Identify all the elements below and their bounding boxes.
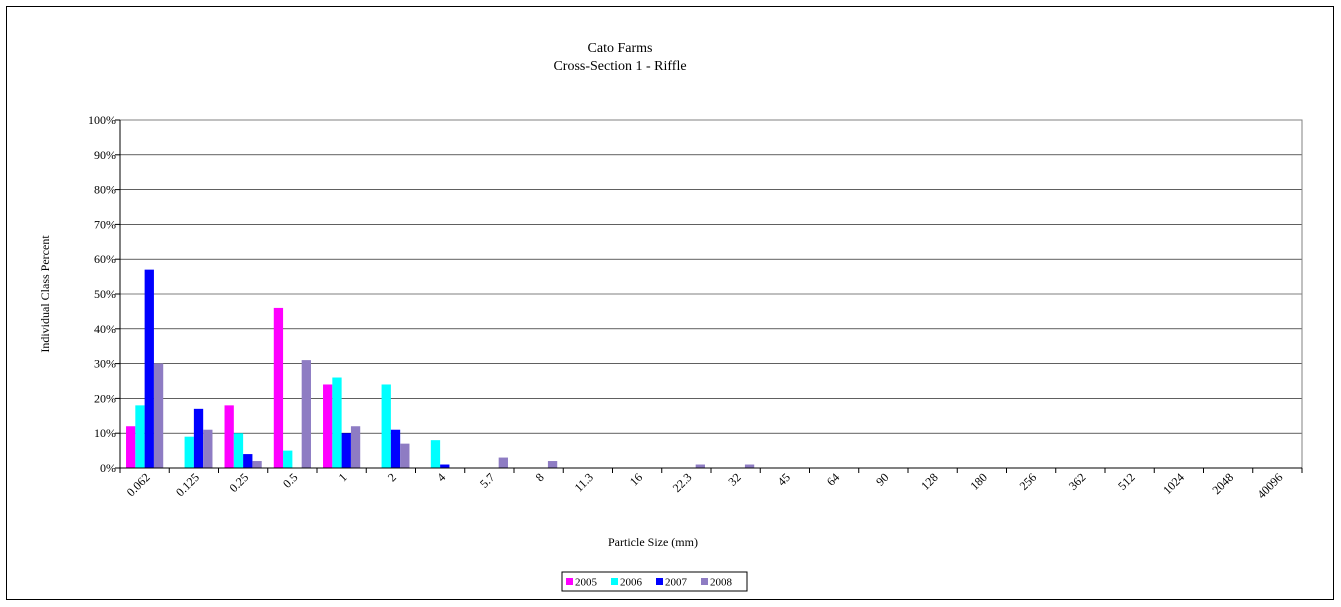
y-tick-label: 40% (94, 322, 116, 336)
bar-2008-5.7 (498, 457, 508, 468)
y-tick-label: 30% (94, 357, 116, 371)
x-tick-label: 45 (775, 470, 793, 488)
y-tick-label: 80% (94, 183, 116, 197)
y-tick-label: 50% (94, 287, 116, 301)
x-tick-label: 32 (725, 470, 743, 488)
x-tick-label: 1 (336, 470, 350, 484)
x-tick-label: 2 (385, 470, 399, 484)
bar-2006-0.125 (184, 436, 194, 468)
y-axis-label: Individual Class Percent (38, 235, 52, 353)
legend-label-2008: 2008 (710, 577, 733, 589)
bar-2007-0.125 (193, 408, 204, 468)
bar-2008-0.125 (203, 429, 213, 468)
x-tick-label: 4 (434, 470, 448, 484)
x-tick-label: 0.125 (173, 470, 202, 499)
bar-2007-1 (341, 433, 351, 468)
legend-swatch-2005 (566, 578, 573, 585)
legend-label-2006: 2006 (620, 577, 643, 589)
bar-2007-2 (390, 429, 401, 468)
x-tick-label: 0.25 (226, 470, 251, 495)
bar-2008-1 (350, 426, 361, 468)
x-tick-label: 22.3 (670, 470, 695, 495)
y-tick-label: 20% (94, 391, 116, 405)
bar-2006-2 (381, 384, 391, 468)
bar-2008-0.25 (252, 461, 262, 468)
chart-frame (6, 6, 1334, 600)
x-tick-label: 128 (918, 470, 941, 493)
legend-swatch-2008 (701, 578, 708, 585)
legend-swatch-2007 (656, 578, 663, 585)
bar-2008-8 (547, 461, 558, 468)
bar-2005-1 (323, 384, 333, 468)
x-tick-label: 64 (824, 470, 842, 488)
y-tick-label: 0% (100, 461, 116, 475)
y-tick-label: 10% (94, 426, 116, 440)
bar-2006-0.062 (135, 405, 145, 468)
legend: 2005 2006 2007 2008 (566, 577, 733, 589)
bar-2008-22.3 (695, 464, 705, 468)
bar-2008-0.062 (153, 363, 164, 468)
y-tick-labels: 0% 10% 20% 30% 40% 50% 60% 70% 80% 90% 100% (88, 113, 120, 475)
y-tick-label: 60% (94, 252, 116, 266)
bar-2006-0.5 (283, 450, 293, 468)
bar-2005-0.25 (224, 405, 234, 468)
legend-label-2007: 2007 (665, 577, 688, 589)
bar-2007-0.25 (243, 454, 253, 468)
chart-subtitle: Cross-Section 1 - Riffle (553, 59, 686, 74)
x-tick-label: 5.7 (477, 470, 498, 491)
legend-box (561, 571, 748, 592)
x-axis-label: Particle Size (mm) (608, 535, 698, 549)
x-tick-label: 0.062 (124, 470, 153, 499)
y-tick-label: 100% (88, 113, 116, 127)
legend-label-2005: 2005 (575, 577, 598, 589)
x-tick-label: 16 (627, 470, 645, 488)
x-tick-label: 0.5 (280, 470, 301, 491)
x-tick-label: 90 (873, 470, 891, 488)
x-tick-label: 362 (1066, 470, 1089, 493)
chart-title: Cato Farms (588, 41, 653, 56)
legend-swatch-2006 (611, 578, 618, 585)
x-tick-label: 512 (1115, 470, 1138, 493)
x-tick-label: 40096 (1254, 470, 1285, 501)
bar-2008-32 (744, 464, 755, 468)
x-tick-label: 1024 (1160, 470, 1187, 497)
x-tick-labels: 0.062 0.125 0.25 0.5 1 2 4 5.7 8 11.3 16 22.3 32 45 64… (119, 468, 1303, 501)
bar-2008-0.5 (301, 360, 311, 468)
bar-2006-1 (332, 377, 342, 468)
grid-layer (120, 119, 1302, 434)
x-tick-label: 256 (1017, 470, 1040, 493)
bar-2006-4 (430, 440, 441, 468)
x-tick-label: 2048 (1209, 470, 1236, 497)
bar-2006-0.25 (233, 433, 244, 468)
bar-2005-0.062 (126, 426, 136, 468)
bar-2007-4 (440, 464, 450, 468)
y-tick-label: 90% (94, 148, 116, 162)
x-tick-label: 11.3 (572, 470, 596, 494)
bar-2005-0.5 (273, 307, 284, 468)
bar-2007-0.062 (144, 269, 154, 468)
x-tick-label: 180 (967, 470, 990, 493)
x-tick-label: 8 (533, 470, 547, 484)
bars-layer (126, 269, 755, 468)
y-tick-label: 70% (94, 217, 116, 231)
bar-2008-2 (400, 443, 410, 468)
